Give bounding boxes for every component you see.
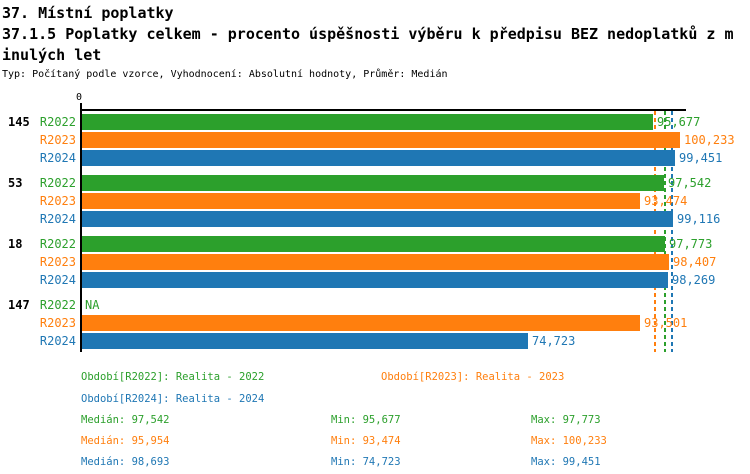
bar-series-label: R2022 xyxy=(39,115,76,129)
x-axis-origin-label: 0 xyxy=(76,92,83,103)
legend-period-r2023: Období[R2023]: Realita - 2023 xyxy=(381,371,565,383)
median-line-r2023 xyxy=(654,111,656,352)
chart-header: 37. Místní poplatky 37.1.5 Poplatky celk… xyxy=(2,3,734,81)
bar-value-label: 98,407 xyxy=(673,255,717,269)
bar-value-label: 97,773 xyxy=(669,237,713,251)
legend-stat-min-r2024: Min: 74,723 xyxy=(331,456,401,468)
bar-value-label: 100,233 xyxy=(684,133,735,147)
bar-r2023-group-18 xyxy=(82,254,669,270)
bar-value-label: 93,474 xyxy=(644,194,688,208)
bar-value-label: 98,269 xyxy=(672,273,716,287)
report-section-title: 37. Místní poplatky xyxy=(2,4,174,22)
bar-r2022-group-145 xyxy=(82,114,653,130)
legend-stat-median-r2024: Medián: 98,693 xyxy=(81,456,170,468)
bar-value-label: 99,116 xyxy=(677,212,721,226)
bar-r2024-group-147 xyxy=(82,333,528,349)
bar-series-label: R2024 xyxy=(39,212,76,226)
bar-r2023-group-147 xyxy=(82,315,640,331)
legend-period-r2024: Období[R2024]: Realita - 2024 xyxy=(81,393,265,405)
bar-series-label: R2024 xyxy=(39,334,76,348)
legend-stat-max-r2022: Max: 97,773 xyxy=(531,414,601,426)
bar-r2024-group-145 xyxy=(82,150,675,166)
group-label: 18 xyxy=(8,237,23,251)
chart-title-line1: 37.1.5 Poplatky celkem - procento úspěšn… xyxy=(2,25,734,43)
bar-series-label: R2023 xyxy=(39,194,76,208)
bar-value-label: 97,542 xyxy=(668,176,712,190)
bar-value-label: 99,451 xyxy=(679,151,723,165)
legend-stat-min-r2022: Min: 95,677 xyxy=(331,414,401,426)
x-axis-origin-tick xyxy=(80,103,82,110)
bar-value-label: 95,677 xyxy=(657,115,701,129)
legend-period-r2022: Období[R2022]: Realita - 2022 xyxy=(81,371,265,383)
bar-series-label: R2023 xyxy=(39,255,76,269)
legend-stat-median-r2023: Medián: 95,954 xyxy=(81,435,170,447)
y-axis-line xyxy=(80,109,82,352)
group-label: 147 xyxy=(8,298,30,312)
bar-r2023-group-53 xyxy=(82,193,640,209)
legend-stat-median-r2022: Medián: 97,542 xyxy=(81,414,170,426)
bar-r2024-group-53 xyxy=(82,211,673,227)
bar-na-label: NA xyxy=(85,298,100,312)
legend-stat-max-r2024: Max: 99,451 xyxy=(531,456,601,468)
median-line-r2024 xyxy=(671,111,673,352)
bar-value-label: 74,723 xyxy=(532,334,576,348)
bar-series-label: R2024 xyxy=(39,273,76,287)
x-axis-line xyxy=(80,109,686,111)
legend-stat-min-r2023: Min: 93,474 xyxy=(331,435,401,447)
bar-r2022-group-53 xyxy=(82,175,664,191)
chart-meta-line: Typ: Počítaný podle vzorce, Vyhodnocení:… xyxy=(2,69,448,80)
legend-stat-max-r2023: Max: 100,233 xyxy=(531,435,607,447)
bar-r2024-group-18 xyxy=(82,272,668,288)
bar-series-label: R2024 xyxy=(39,151,76,165)
bar-series-label: R2023 xyxy=(39,316,76,330)
bar-series-label: R2022 xyxy=(39,176,76,190)
chart-title-line2: inulých let xyxy=(2,46,102,64)
bar-r2022-group-18 xyxy=(82,236,665,252)
group-label: 53 xyxy=(8,176,23,190)
bar-value-label: 93,501 xyxy=(644,316,688,330)
bar-series-label: R2022 xyxy=(39,237,76,251)
bar-r2023-group-145 xyxy=(82,132,680,148)
bar-series-label: R2023 xyxy=(39,133,76,147)
bar-series-label: R2022 xyxy=(39,298,76,312)
group-label: 145 xyxy=(8,115,30,129)
median-line-r2022 xyxy=(664,111,666,352)
